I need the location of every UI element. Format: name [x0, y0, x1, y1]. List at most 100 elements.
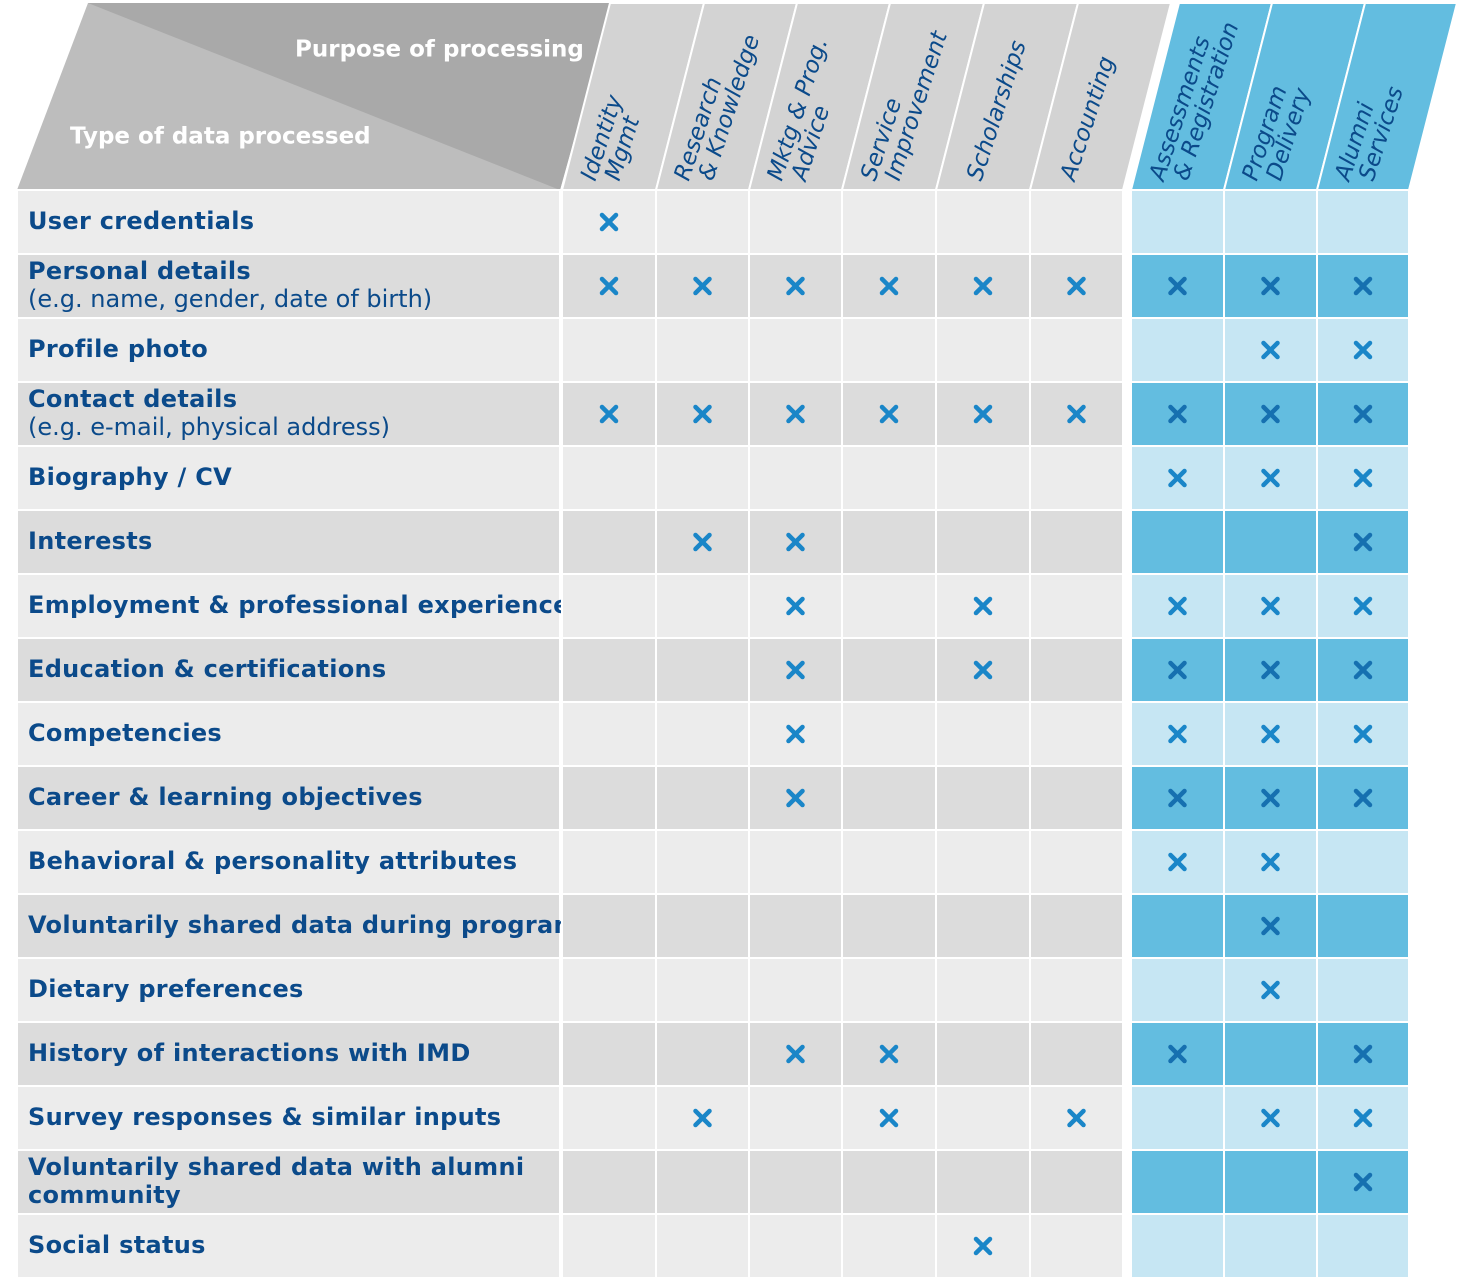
cell — [561, 829, 657, 895]
cell — [1029, 189, 1124, 255]
cell — [748, 445, 843, 511]
cell — [1029, 829, 1124, 895]
cell — [935, 509, 1031, 575]
cell — [1130, 893, 1225, 959]
cross-stroke — [973, 660, 993, 680]
cross-stroke — [693, 1108, 712, 1128]
cross-stroke — [1168, 788, 1187, 808]
cell — [748, 1085, 843, 1151]
cell — [935, 701, 1031, 767]
cell — [561, 637, 657, 703]
cross — [1353, 1172, 1373, 1192]
cross — [1261, 852, 1280, 872]
cell — [1029, 573, 1124, 639]
cell — [841, 701, 937, 767]
cross — [786, 1044, 805, 1064]
row-label-bg — [16, 765, 561, 831]
cross-stroke — [1353, 788, 1373, 808]
cross-stroke — [1168, 404, 1187, 424]
cross — [1261, 468, 1280, 488]
cell — [1130, 1149, 1225, 1215]
cell — [935, 445, 1031, 511]
cell — [561, 893, 657, 959]
cell — [561, 1021, 657, 1087]
row-label-bg — [16, 701, 561, 767]
cross — [1353, 1044, 1373, 1064]
cell — [1130, 1213, 1225, 1279]
cross-stroke — [693, 276, 712, 296]
cross-stroke — [1261, 340, 1280, 360]
cross-stroke — [786, 532, 805, 552]
cross-stroke — [1168, 276, 1187, 296]
cross-stroke — [1168, 1044, 1187, 1064]
row-label: Personal details — [28, 257, 251, 285]
cell — [935, 957, 1031, 1023]
cell — [1223, 509, 1318, 575]
cross-stroke — [973, 276, 993, 296]
cell — [935, 189, 1031, 255]
row-label-bg — [16, 1085, 561, 1151]
row-label-bg — [16, 1149, 561, 1215]
cross-stroke — [879, 1044, 899, 1064]
row-label-bg — [16, 381, 561, 447]
cross — [1353, 468, 1373, 488]
cross — [1261, 980, 1280, 1000]
cell — [841, 573, 937, 639]
row-label-bg — [16, 957, 561, 1023]
cross — [1168, 660, 1187, 680]
cross-stroke — [1261, 276, 1280, 296]
cell — [1029, 893, 1124, 959]
cross — [1261, 660, 1280, 680]
row-label: Biography / CV — [28, 463, 232, 491]
row-label: Profile photo — [28, 335, 208, 363]
cell — [841, 189, 937, 255]
row-note: (e.g. e-mail, physical address) — [28, 413, 390, 441]
cross-stroke — [1353, 532, 1373, 552]
cross-stroke — [786, 724, 805, 744]
cross — [1353, 340, 1373, 360]
cell — [655, 1149, 750, 1215]
cross-stroke — [1353, 468, 1373, 488]
cell — [935, 1085, 1031, 1151]
row-label: Survey responses & similar inputs — [28, 1103, 501, 1131]
cross-stroke — [973, 596, 993, 616]
cross-stroke — [1261, 660, 1280, 680]
row-label: Dietary preferences — [28, 975, 304, 1003]
cross — [1353, 404, 1373, 424]
cell — [841, 765, 937, 831]
cell — [841, 445, 937, 511]
row-label-bg — [16, 637, 561, 703]
cell — [748, 957, 843, 1023]
cross-stroke — [1168, 468, 1187, 488]
cross-stroke — [1067, 276, 1086, 296]
purpose-label: Purpose of processing — [295, 37, 584, 63]
cell — [1029, 701, 1124, 767]
cell — [748, 893, 843, 959]
cross-stroke — [786, 596, 805, 616]
cell — [1316, 1213, 1410, 1279]
row-label: Competencies — [28, 719, 222, 747]
cross-stroke — [1168, 660, 1187, 680]
cell — [561, 701, 657, 767]
cell — [655, 445, 750, 511]
row-label-bg — [16, 189, 561, 255]
cross — [973, 404, 993, 424]
cross — [1168, 724, 1187, 744]
cell — [1130, 509, 1225, 575]
row-label-bg — [16, 893, 561, 959]
cross — [1261, 1108, 1280, 1128]
row-label: Education & certifications — [28, 655, 386, 683]
cell — [935, 1149, 1031, 1215]
cross-stroke — [1353, 660, 1373, 680]
cell — [1029, 509, 1124, 575]
cell — [1029, 1149, 1124, 1215]
cell — [1029, 637, 1124, 703]
cross — [1067, 1108, 1086, 1128]
cross — [786, 660, 805, 680]
row-label-bg — [16, 1213, 561, 1279]
cell — [1029, 765, 1124, 831]
cross-stroke — [786, 660, 805, 680]
cross-stroke — [1353, 404, 1373, 424]
cross — [1168, 404, 1187, 424]
cross-stroke — [786, 1044, 805, 1064]
